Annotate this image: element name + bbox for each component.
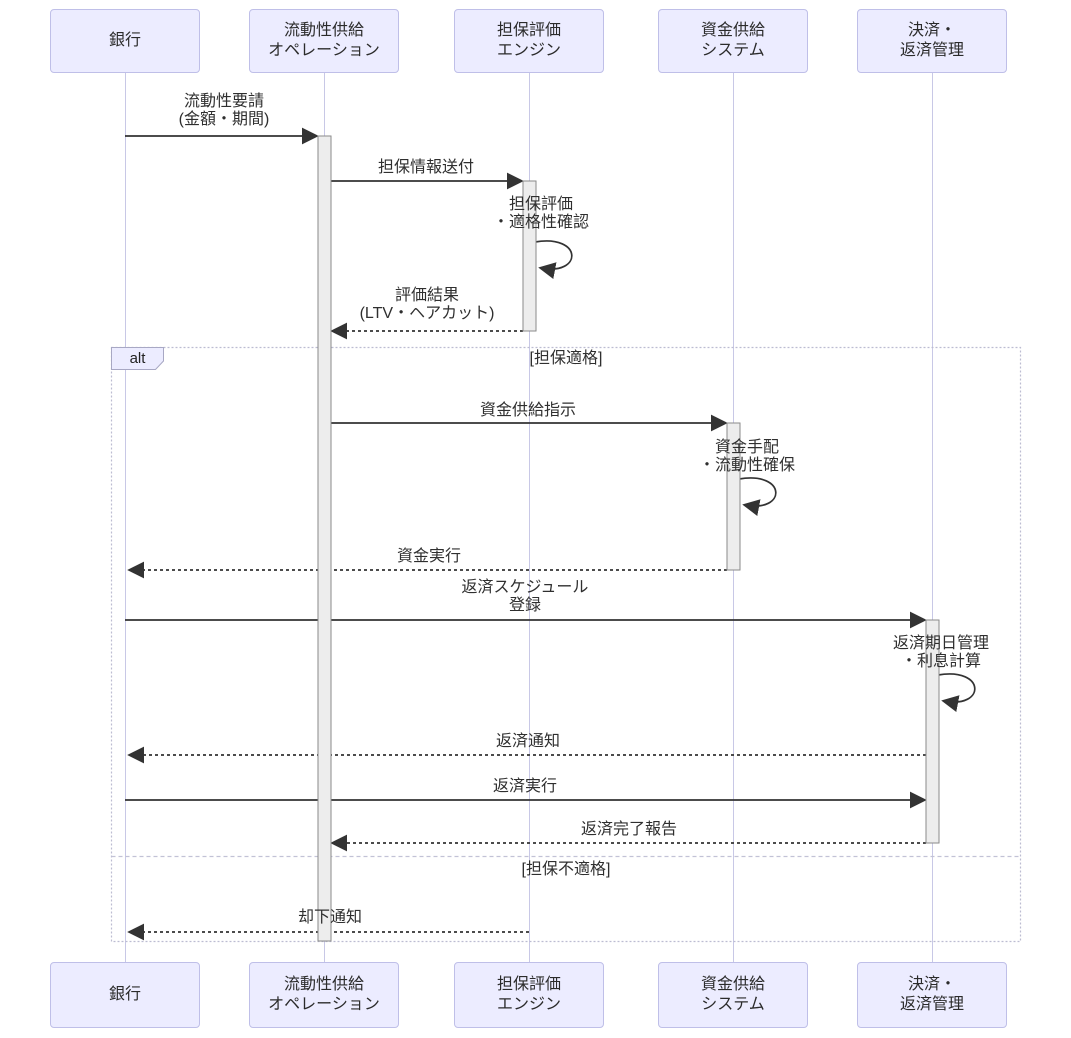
participant-label: 資金供給	[700, 976, 765, 994]
participant-bottom-bank: 銀行	[50, 962, 200, 1028]
participant-top-funding-system: 資金供給 システム	[658, 9, 808, 73]
participant-label: 返済管理	[899, 42, 964, 59]
message-label-repayment-schedule: 返済スケジュール 登録	[461, 579, 589, 614]
alt-frame	[110, 346, 1022, 943]
participant-top-settlement-mgmt: 決済・ 返済管理	[857, 9, 1007, 73]
alt-condition-rejected: [担保不適格]	[521, 861, 611, 878]
participant-label: 担保評価	[496, 22, 561, 40]
participant-label: オペレーション	[268, 996, 380, 1013]
self-loop-due-date-mgmt	[937, 673, 976, 712]
message-label-repayment-complete: 返済完了報告	[580, 821, 678, 838]
participant-label: 資金供給	[700, 22, 765, 40]
message-label-rejection-notice: 却下通知	[297, 909, 363, 926]
participant-label: オペレーション	[268, 42, 380, 59]
message-label-collateral-info: 担保情報送付	[377, 159, 475, 176]
message-label-fund-execution: 資金実行	[396, 548, 462, 565]
activation-collateral-engine	[522, 180, 537, 332]
participant-label: システム	[701, 42, 765, 59]
message-label-repayment-notice: 返済通知	[495, 733, 561, 750]
participant-bottom-settlement-mgmt: 決済・ 返済管理	[857, 962, 1007, 1028]
activation-funding-system	[726, 422, 741, 571]
participant-label: システム	[701, 996, 765, 1013]
activation-liquidity-ops	[317, 135, 332, 942]
participant-top-bank: 銀行	[50, 9, 200, 73]
participant-label: 銀行	[108, 32, 141, 50]
participant-top-liquidity-ops: 流動性供給 オペレーション	[249, 9, 399, 73]
alt-operator-label: alt	[129, 350, 146, 367]
participant-label: 返済管理	[899, 996, 964, 1013]
alt-label-box	[111, 347, 164, 370]
message-label-due-date-mgmt: 返済期日管理 ・利息計算	[892, 635, 990, 670]
participant-label: エンジン	[496, 42, 561, 59]
message-label-fund-arrangement: 資金手配 ・流動性確保	[698, 439, 796, 474]
participant-label: 流動性供給	[283, 976, 364, 994]
alt-condition-granted: [担保適格]	[529, 350, 603, 367]
message-label-eval-result: 評価結果 (LTV・ヘアカット)	[359, 287, 495, 322]
participant-bottom-funding-system: 資金供給 システム	[658, 962, 808, 1028]
self-loop-fund-arrangement	[738, 477, 777, 516]
message-label-liquidity-request: 流動性要請 (金額・期間)	[178, 93, 270, 128]
participant-label: 担保評価	[496, 976, 561, 994]
participant-top-collateral-engine: 担保評価 エンジン	[454, 9, 604, 73]
self-loop-collateral-eval	[534, 240, 573, 279]
message-label-collateral-eval: 担保評価 ・適格性確認	[492, 196, 590, 231]
participant-label: エンジン	[496, 996, 561, 1013]
activation-settlement-mgmt	[925, 619, 940, 844]
message-label-funding-order: 資金供給指示	[479, 402, 577, 419]
message-label-repayment-execution: 返済実行	[492, 778, 558, 795]
participant-label: 銀行	[108, 986, 141, 1004]
participant-label: 決済・	[907, 22, 956, 40]
participant-bottom-collateral-engine: 担保評価 エンジン	[454, 962, 604, 1028]
participant-label: 決済・	[907, 976, 956, 994]
participant-bottom-liquidity-ops: 流動性供給 オペレーション	[249, 962, 399, 1028]
participant-label: 流動性供給	[283, 22, 364, 40]
